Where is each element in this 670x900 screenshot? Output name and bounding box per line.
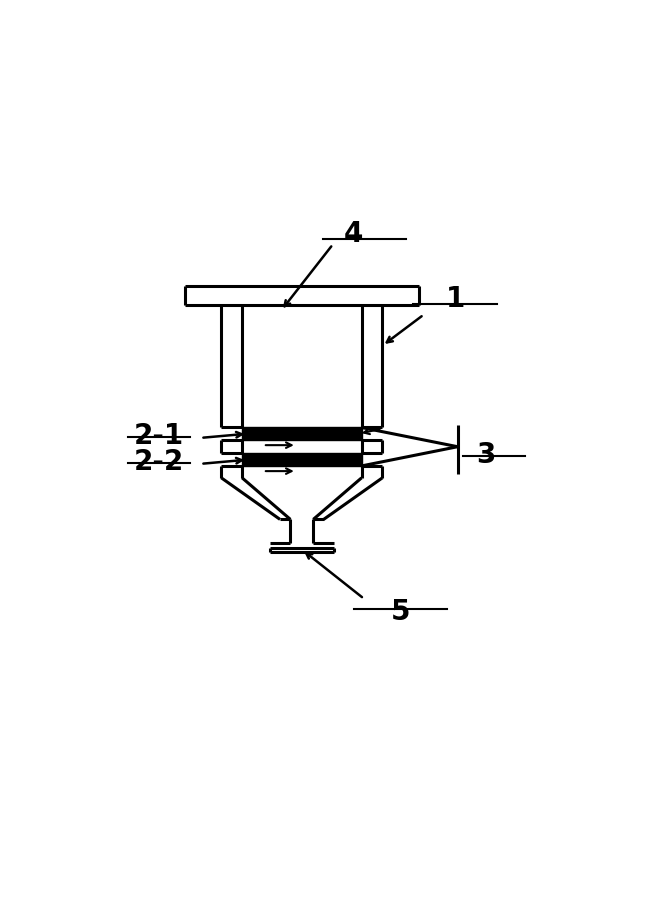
Text: 4: 4 (344, 220, 363, 248)
Text: 2-1: 2-1 (134, 422, 184, 450)
Text: 5: 5 (391, 598, 410, 626)
Text: 1: 1 (446, 285, 464, 313)
Text: 3: 3 (476, 440, 496, 469)
Text: 2-2: 2-2 (134, 448, 184, 476)
